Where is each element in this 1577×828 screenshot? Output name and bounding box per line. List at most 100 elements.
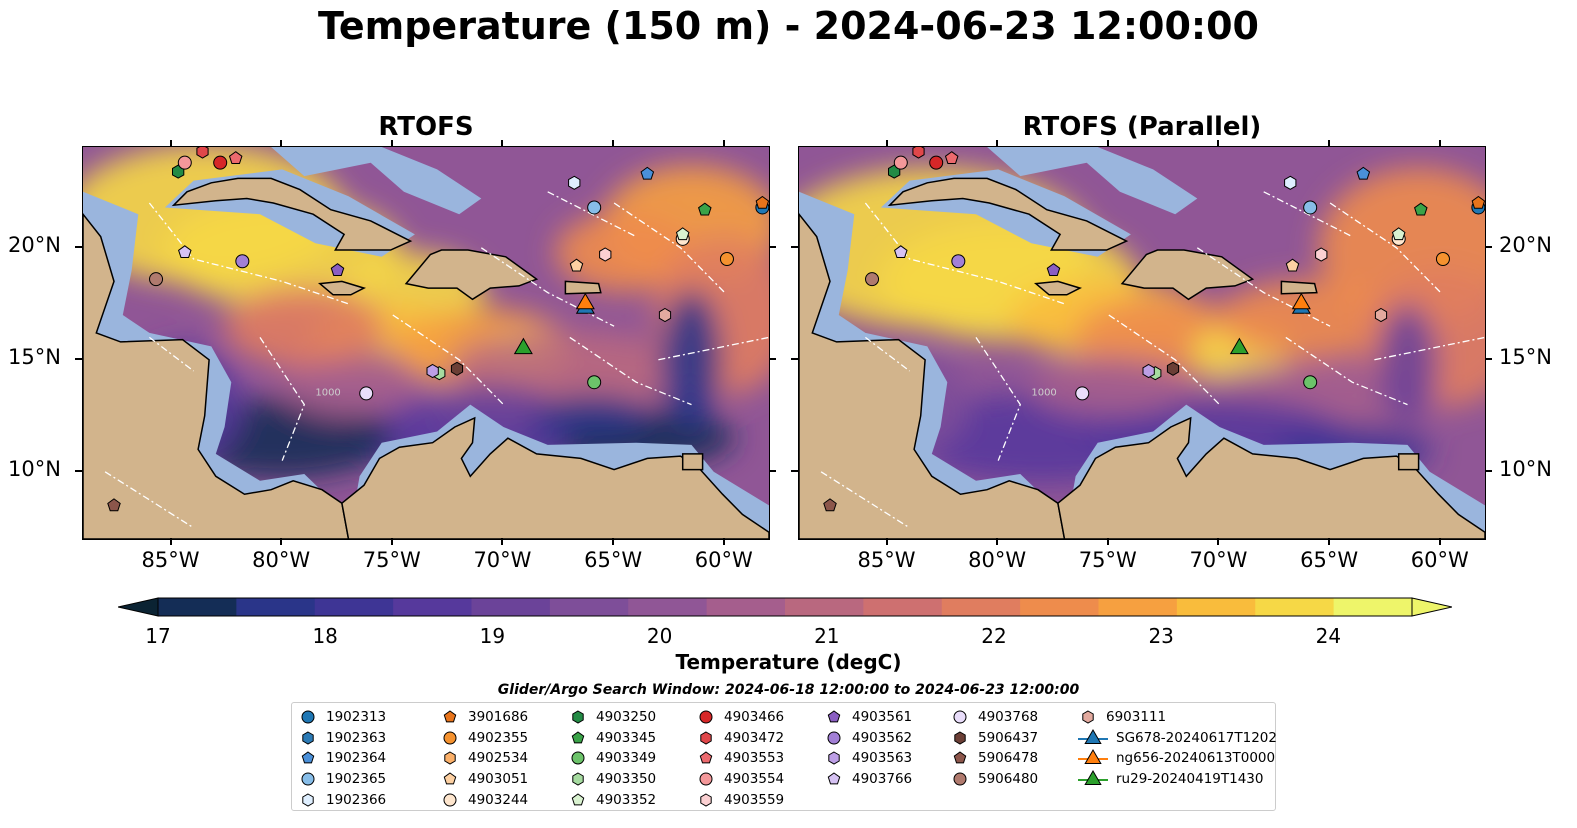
legend-column: 4903561 4903562 4903563 4903766: [824, 707, 912, 810]
legend-marker: [443, 710, 457, 723]
legend-label: 4902534: [468, 750, 529, 767]
legend-label: 4903559: [724, 791, 785, 808]
lon-tick-mark: [1217, 140, 1220, 147]
legend-label: ng656-20240613T0000: [1116, 750, 1276, 767]
legend-marker: [700, 793, 712, 807]
legend-marker: [827, 772, 841, 785]
argo-float-marker: [865, 272, 880, 287]
lon-tick-mark: [169, 538, 172, 545]
argo-float-marker: [228, 151, 243, 164]
legend-marker: [700, 731, 712, 745]
lon-tick-mark: [501, 538, 504, 545]
legend-spacer: [1078, 789, 1277, 810]
isobath-label: 1000: [315, 388, 340, 399]
lon-tick-mark: [885, 538, 888, 545]
eez-boundary: [569, 336, 692, 406]
legend-entry: 4903349: [568, 748, 656, 769]
legend-marker: [699, 751, 713, 764]
eez-boundary: [148, 202, 349, 305]
lon-tick-label: 85°W: [857, 548, 916, 572]
lat-tick-mark: [75, 357, 82, 360]
lon-tick-mark: [1438, 538, 1441, 545]
lon-tick-mark: [169, 140, 172, 147]
argo-float-marker: [149, 272, 164, 287]
argo-float-marker: [178, 245, 192, 258]
argo-float-marker: [1046, 263, 1061, 276]
temperature-field-patch: [661, 289, 722, 430]
eez-boundary: [1108, 314, 1220, 406]
eez-boundary: [613, 202, 726, 294]
eez-boundary: [865, 336, 910, 372]
eez-boundary: [864, 202, 1065, 305]
colorbar-bin: [1176, 598, 1256, 616]
lat-tick-mark: [791, 469, 798, 472]
land-mass: [341, 416, 769, 539]
colorbar-bin: [941, 598, 1021, 616]
argo-float-marker: [675, 227, 690, 241]
argo-float-marker: [1471, 195, 1485, 209]
eez-boundary: [1374, 336, 1485, 361]
temperature-field-patch: [224, 286, 385, 367]
legend-marker: [827, 731, 841, 745]
lon-tick-mark: [501, 140, 504, 147]
lat-tick-mark: [75, 469, 82, 472]
lon-tick-mark: [390, 538, 393, 545]
legend-label: 4903561: [852, 709, 913, 726]
eez-boundary: [1263, 191, 1353, 238]
colorbar-bin: [314, 598, 394, 616]
argo-float-marker: [1303, 200, 1318, 215]
eez-boundary: [1196, 247, 1331, 327]
legend-label: 4903349: [596, 750, 657, 767]
land-mass: [171, 177, 413, 251]
legend-marker: [828, 751, 840, 766]
legend-label: ru29-20240419T1430: [1116, 771, 1264, 788]
legend-marker: [301, 772, 315, 786]
lat-tick-label: 10°N: [8, 456, 61, 481]
lat-tick-label: 20°N: [8, 232, 61, 257]
eez-boundary: [1285, 336, 1408, 406]
legend-marker: [571, 751, 585, 765]
legend-entry: 4903345: [568, 728, 656, 749]
land-mass: [681, 453, 704, 471]
lon-tick-mark: [1106, 140, 1109, 147]
lon-tick-label: 65°W: [584, 548, 643, 572]
lon-tick-mark: [1328, 538, 1331, 545]
lon-tick-label: 75°W: [1078, 548, 1137, 572]
legend-column: 4903250 4903345 4903349 4903350 4903352: [568, 707, 656, 810]
legend-entry: 4903554: [696, 769, 784, 790]
legend-entry: ru29-20240419T1430: [1078, 769, 1277, 790]
argo-float-marker: [823, 498, 837, 512]
glider-marker: [513, 337, 533, 355]
map-panel-rtofs: 1000: [82, 146, 770, 540]
argo-float-marker: [330, 263, 345, 276]
lat-tick-mark: [769, 357, 776, 360]
colorbar-tick-label: 18: [312, 624, 338, 648]
legend-entry: 5906480: [950, 769, 1038, 790]
argo-float-marker: [569, 258, 584, 272]
lat-tick-mark: [791, 357, 798, 360]
legend-label: 4903562: [852, 729, 913, 746]
lon-tick-mark: [280, 538, 283, 545]
temperature-field-patch: [1377, 304, 1438, 425]
legend-label: 1902363: [326, 729, 387, 746]
legend-marker: [443, 793, 457, 807]
argo-float-marker: [951, 254, 966, 269]
lat-tick-mark: [1485, 469, 1492, 472]
lat-tick-mark: [769, 245, 776, 248]
legend-entry: 5906478: [950, 748, 1038, 769]
legend-label: 4903250: [596, 709, 657, 726]
argo-float-marker: [587, 200, 602, 215]
search-window-text: Glider/Argo Search Window: 2024-06-18 12…: [497, 682, 1080, 698]
legend-label: 6903111: [1106, 709, 1167, 726]
lon-tick-mark: [885, 140, 888, 147]
lon-tick-mark: [1106, 538, 1109, 545]
legend-marker: [444, 751, 456, 766]
land-mass: [1033, 280, 1083, 296]
lat-tick-label: 15°N: [8, 344, 61, 369]
argo-float-marker: [929, 155, 944, 170]
shelf-area: [987, 147, 1198, 215]
legend-label: 4903553: [724, 750, 785, 767]
colorbar-bin: [471, 598, 551, 616]
legend-entry: 4903466: [696, 707, 784, 728]
land-mass: [317, 280, 367, 296]
